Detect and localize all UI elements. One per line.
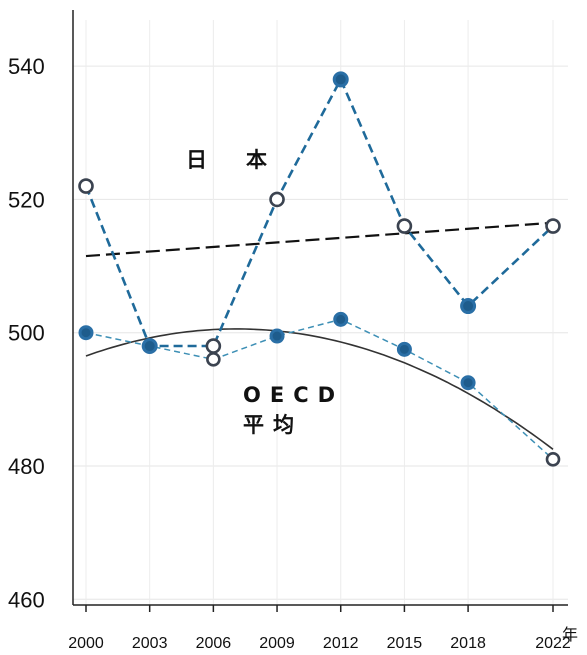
tick-labels: 460 480 500 520 540 2000 2003 2006 2009 2012 2015 2…	[8, 54, 578, 652]
data-point-japan-2022	[545, 218, 561, 234]
data-point-japan-2006	[205, 338, 222, 354]
y-tick-label-540: 540	[8, 54, 45, 79]
x-tick-label-2006: 2006	[196, 635, 232, 652]
x-tick-label-2003: 2003	[132, 635, 168, 652]
x-tick-label-2012: 2012	[323, 635, 359, 652]
trendline-oecd	[85, 328, 554, 450]
data-point-oecd-2006	[206, 352, 221, 367]
data-point-japan-2000	[78, 178, 94, 194]
x-tick-label-2009: 2009	[259, 635, 295, 652]
data-point-oecd-2000	[78, 325, 94, 341]
data-point-oecd-2018	[460, 375, 476, 391]
x-axis-unit-label: 年	[562, 626, 578, 644]
data-point-japan-2018	[460, 298, 477, 315]
data-point-oecd-2015	[396, 341, 412, 357]
y-tick-label-500: 500	[8, 321, 45, 346]
series-labels: 日 本 OECD 平均	[186, 148, 344, 437]
data-point-oecd-2012	[333, 311, 349, 327]
x-tick-label-2000: 2000	[68, 635, 104, 652]
x-tick-label-2018: 2018	[450, 635, 486, 652]
series	[78, 71, 561, 467]
series-line-oecd	[85, 318, 554, 460]
y-tick-label-480: 480	[8, 454, 45, 479]
y-tick-label-520: 520	[8, 187, 45, 212]
series-label-oecd: OECD	[243, 383, 344, 407]
grid	[73, 20, 568, 605]
data-point-japan-2012	[332, 71, 349, 88]
trendlines	[85, 221, 554, 450]
axes	[72, 10, 568, 612]
data-point-oecd-2022	[545, 452, 561, 467]
series-label-oecd-average: 平均	[243, 413, 303, 437]
x-tick-label-2022: 2022	[535, 635, 571, 652]
trendline-japan	[85, 221, 554, 258]
series-line-japan	[84, 76, 554, 348]
data-point-japan-2015	[396, 218, 413, 234]
series-label-japan: 日 本	[186, 148, 276, 172]
y-tick-label-460: 460	[8, 587, 45, 612]
data-point-japan-2003	[141, 338, 158, 355]
data-point-japan-2009	[269, 191, 285, 208]
x-tick-label-2015: 2015	[387, 635, 423, 652]
data-point-oecd-2009	[269, 328, 285, 344]
